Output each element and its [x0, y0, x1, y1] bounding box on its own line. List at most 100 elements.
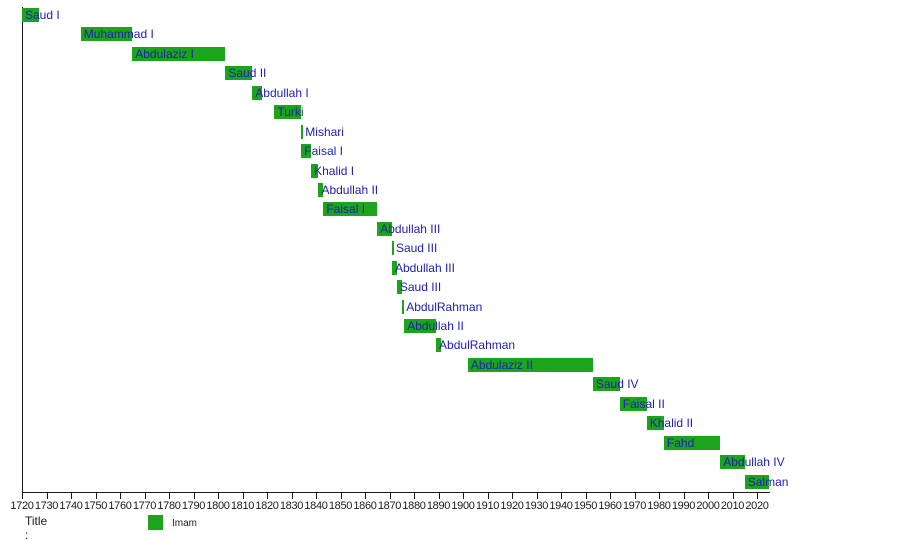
- legend-imam-swatch: [148, 515, 163, 530]
- axis-tick: [95, 493, 97, 499]
- gantt-bar: [619, 396, 647, 411]
- axis-tick: [414, 493, 415, 499]
- gantt-bar-label: AbdulRahman: [439, 338, 516, 353]
- gantt-bar: [225, 66, 253, 81]
- axis-tick-label: 2020: [745, 500, 769, 512]
- gantt-bar-label: Abdullah IV: [723, 455, 785, 470]
- axis-tick-label: 1750: [83, 500, 108, 512]
- gantt-bar: [404, 319, 437, 334]
- x-axis-line: [22, 492, 770, 493]
- gantt-bar: [132, 46, 226, 61]
- gantt-bar: [22, 8, 40, 22]
- axis-tick-label: 1950: [573, 500, 598, 512]
- axis-tick: [389, 493, 391, 499]
- axis-tick-label: 1860: [353, 500, 377, 512]
- axis-tick-label: 1940: [549, 500, 573, 512]
- gantt-bar-label: Khalid I: [314, 163, 355, 178]
- axis-tick-label: 1990: [671, 500, 696, 512]
- gantt-bar-label: Mishari: [305, 124, 344, 139]
- axis-tick: [71, 493, 72, 499]
- axis-tick: [120, 493, 121, 499]
- gantt-bar: [592, 377, 620, 392]
- axis-tick-label: 1760: [108, 500, 132, 512]
- gantt-bar-label: Abdullah I: [255, 85, 309, 100]
- gantt-bar-label: Faisal I: [326, 202, 366, 217]
- axis-tick-label: 1770: [132, 500, 157, 512]
- axis-tick-label: 2010: [720, 500, 745, 512]
- axis-tick: [610, 493, 611, 499]
- axis-tick: [46, 493, 48, 499]
- gantt-bar: [323, 202, 378, 217]
- axis-tick-label: 1920: [500, 500, 524, 512]
- axis-tick-label: 1970: [622, 500, 647, 512]
- axis-tick-label: 1900: [451, 500, 475, 512]
- axis-tick: [267, 493, 268, 499]
- gantt-bar: [301, 144, 312, 159]
- gantt-bar-label: AbdulRahman: [406, 299, 483, 314]
- gantt-bar-label: Fahd: [666, 435, 695, 450]
- gantt-bar-label: Saud I: [25, 8, 60, 22]
- axis-tick-label: 1960: [598, 500, 622, 512]
- gantt-bar: [391, 241, 394, 256]
- gantt-bar: [391, 260, 397, 275]
- gantt-bar-label: Faisal I: [304, 144, 343, 159]
- axis-tick: [659, 493, 660, 499]
- gantt-bar-label: Saud II: [228, 66, 267, 81]
- axis-tick-label: 1910: [475, 500, 500, 512]
- axis-tick-label: 1840: [304, 500, 328, 512]
- axis-tick: [365, 493, 366, 499]
- gantt-bar-label: Khalid II: [649, 416, 694, 431]
- gantt-bar-label: Abdulaziz II: [470, 357, 533, 372]
- axis-tick: [218, 493, 219, 499]
- axis-tick-label: 2000: [696, 500, 720, 512]
- axis-tick: [536, 493, 538, 499]
- gantt-bar: [274, 105, 302, 120]
- axis-tick: [169, 493, 170, 499]
- gantt-bar: [467, 357, 593, 372]
- axis-tick-label: 1790: [181, 500, 206, 512]
- axis-tick-label: 1820: [255, 500, 279, 512]
- gantt-bar: [80, 27, 133, 42]
- gantt-bar: [663, 435, 721, 450]
- gantt-bar-label: Salman: [747, 474, 789, 489]
- gantt-bar: [744, 474, 770, 489]
- axis-tick: [487, 493, 489, 499]
- gantt-bar-label: Abdullah III: [380, 221, 441, 236]
- gantt-bar-label: Saud III: [395, 241, 438, 256]
- axis-tick-label: 1780: [157, 500, 181, 512]
- axis-tick-label: 1850: [328, 500, 353, 512]
- axis-tick: [22, 493, 23, 499]
- gantt-bar-label: Turki: [277, 105, 304, 120]
- axis-tick-label: 1810: [230, 500, 255, 512]
- axis-tick: [316, 493, 317, 499]
- axis-tick: [242, 493, 244, 499]
- gantt-bar: [318, 182, 324, 197]
- legend-title-label: Title :: [25, 514, 48, 540]
- axis-tick-label: 1930: [524, 500, 549, 512]
- gantt-bar-label: Abdullah II: [407, 319, 464, 334]
- axis-tick: [291, 493, 293, 499]
- gantt-bar: [396, 280, 402, 295]
- gantt-bar: [720, 455, 745, 470]
- gantt-bar-label: Faisal II: [622, 396, 665, 411]
- gantt-bar-label: Muhammad I: [83, 27, 154, 42]
- gantt-bar-label: Abdullah III: [394, 260, 455, 275]
- axis-tick: [438, 493, 440, 499]
- axis-tick-label: 1740: [59, 500, 83, 512]
- gantt-bar-label: Abdullah II: [321, 182, 379, 197]
- axis-tick: [732, 493, 734, 499]
- y-axis-line: [22, 7, 23, 492]
- gantt-bar-label: Saud III: [399, 280, 442, 295]
- gantt-bar-label: Abdulaziz I: [135, 46, 194, 61]
- gantt-bar-label: Saud IV: [595, 377, 639, 392]
- axis-tick: [708, 493, 709, 499]
- axis-tick: [144, 493, 146, 499]
- axis-tick-label: 1830: [279, 500, 304, 512]
- axis-tick: [757, 493, 758, 499]
- axis-tick-label: 1720: [10, 500, 34, 512]
- axis-tick: [683, 493, 685, 499]
- axis-tick: [512, 493, 513, 499]
- axis-tick-label: 1890: [426, 500, 451, 512]
- axis-tick-label: 1980: [647, 500, 671, 512]
- axis-tick: [193, 493, 195, 499]
